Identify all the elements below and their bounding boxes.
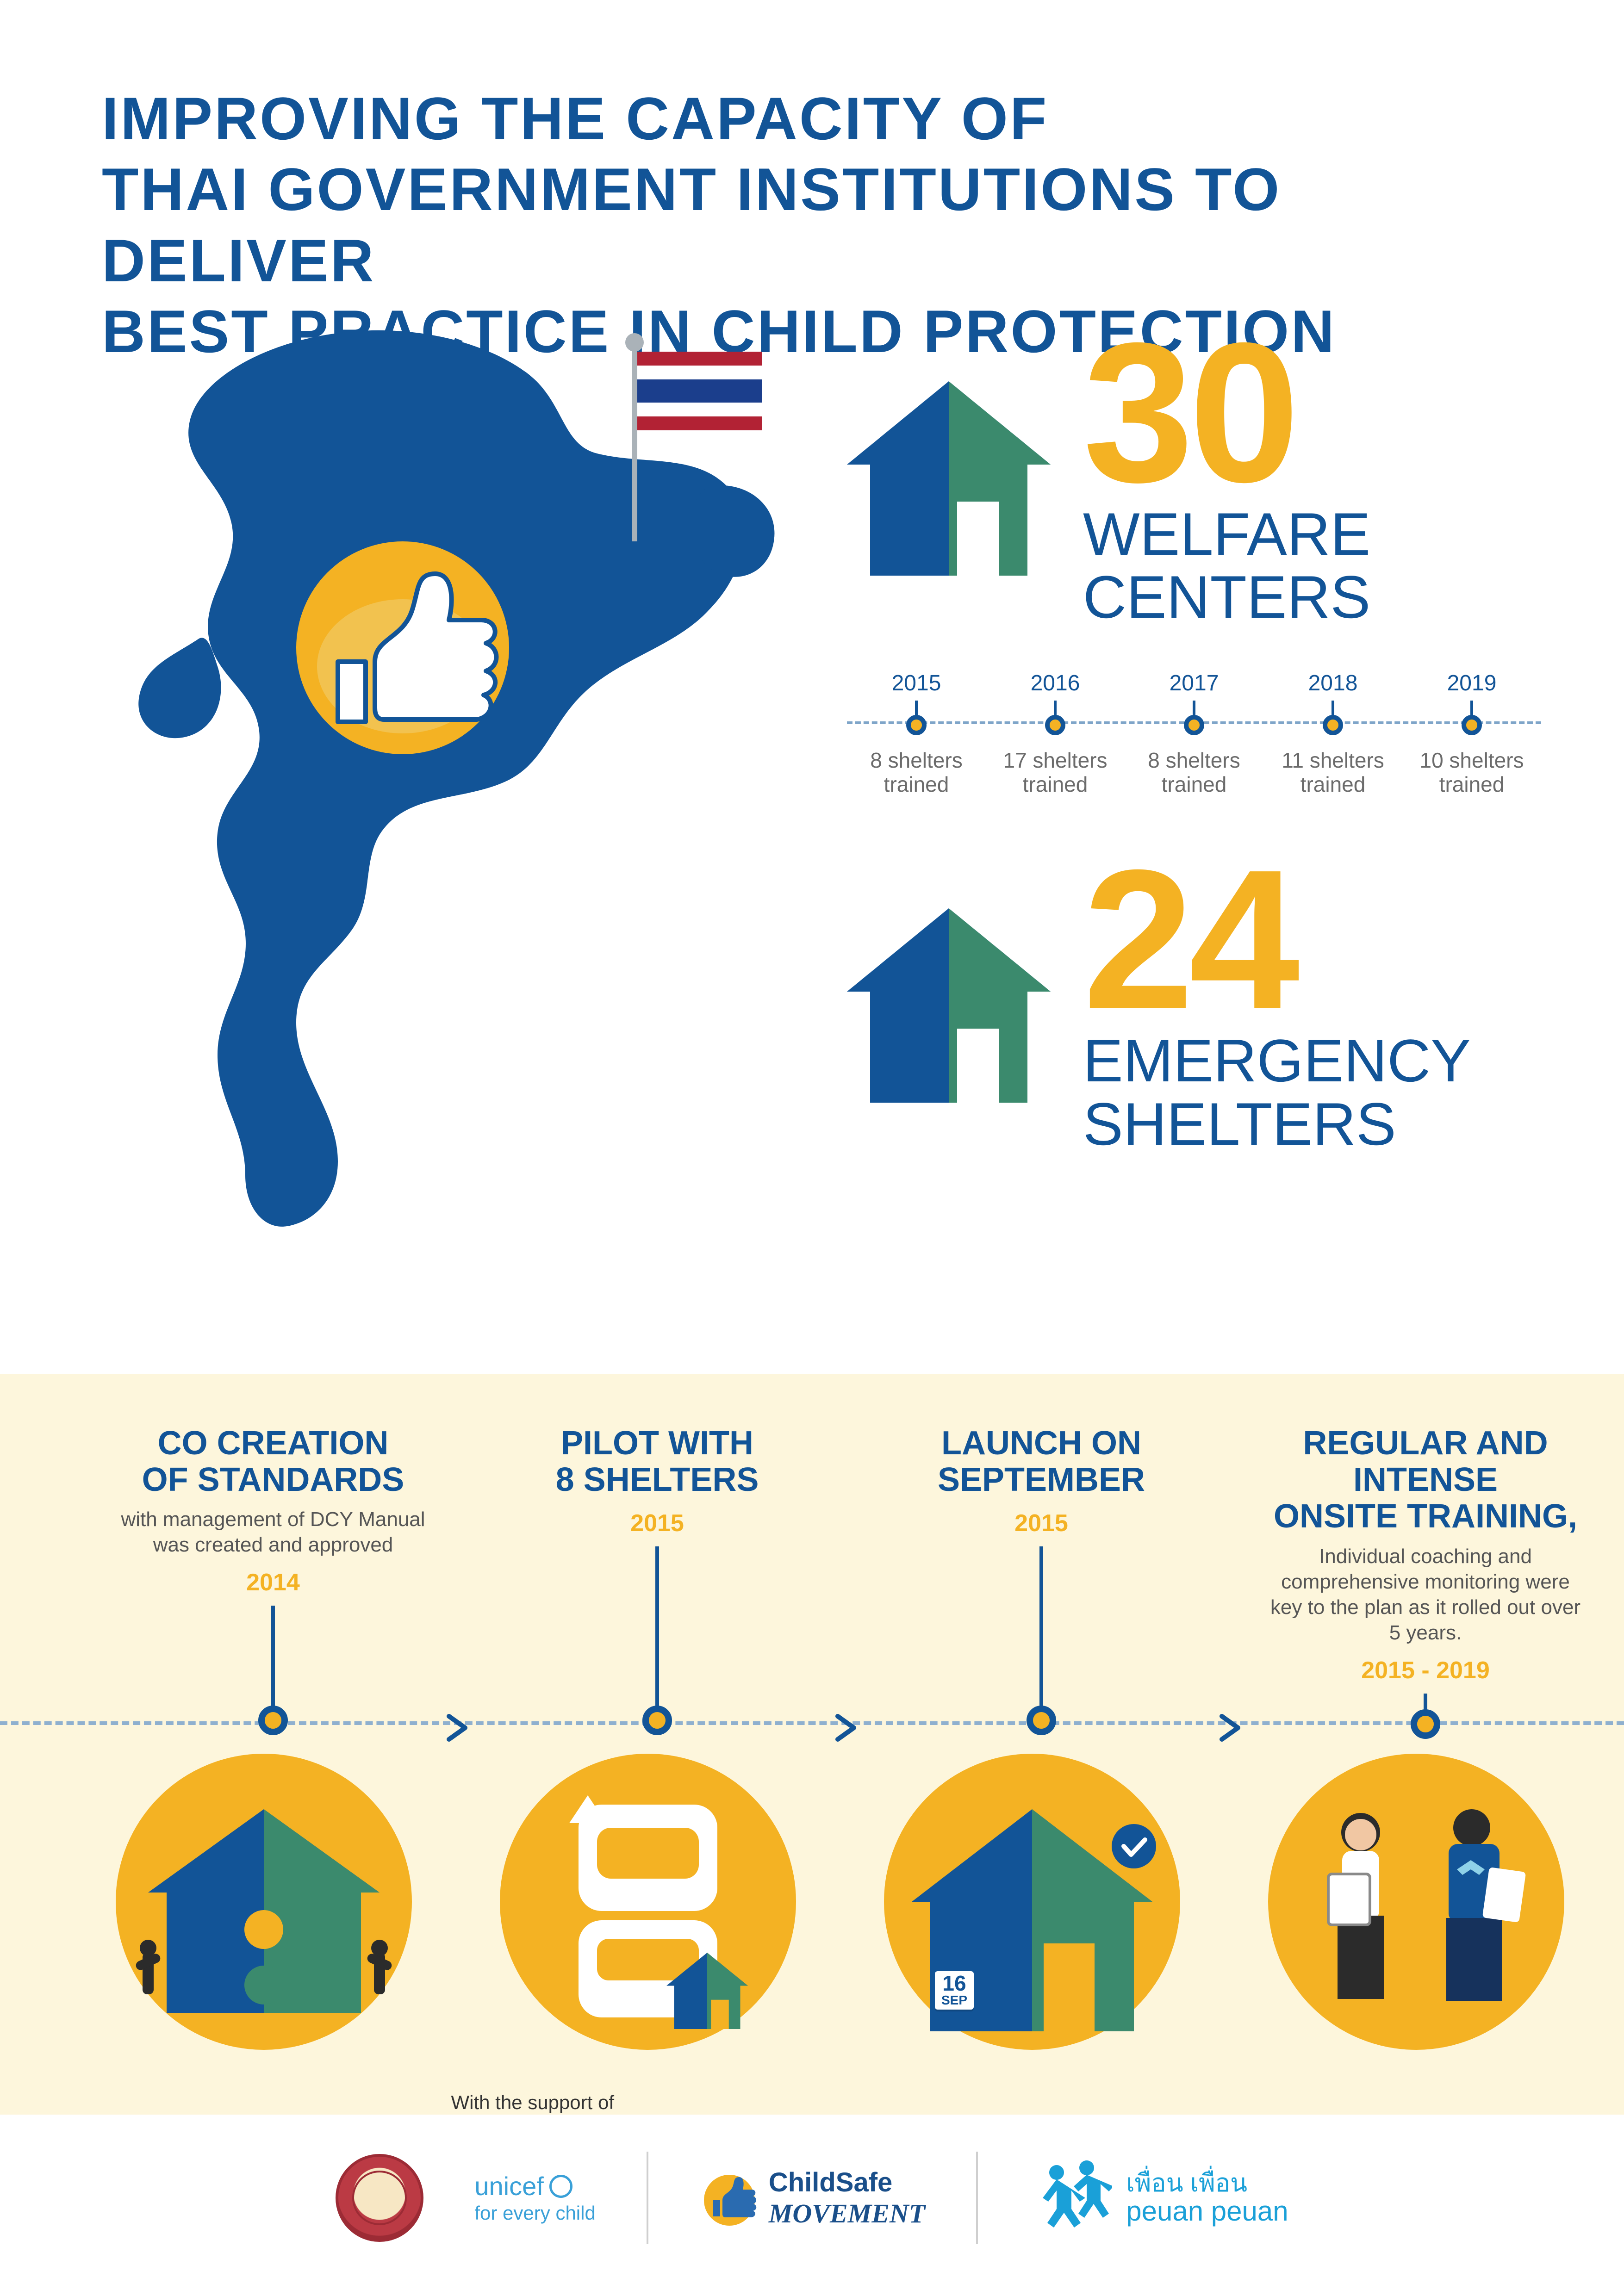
step-title: PILOT WITH8 SHELTERS xyxy=(481,1425,833,1498)
mini-year: 2018 xyxy=(1273,670,1393,696)
step-year: 2015 - 2019 xyxy=(1250,1657,1601,1684)
welfare-label-1: WELFARE xyxy=(1083,503,1370,566)
step: CO CREATIONOF STANDARDS with management o… xyxy=(97,1425,449,1735)
mini-timeline-item: 2016 17 shelterstrained xyxy=(995,670,1115,797)
house-icon xyxy=(842,904,1055,1107)
step-circle xyxy=(1268,1754,1564,2050)
footer-divider xyxy=(647,2152,648,2244)
peuan-latin: peuan peuan xyxy=(1126,2196,1288,2227)
step-title: CO CREATIONOF STANDARDS xyxy=(97,1425,449,1498)
emergency-label-2: SHELTERS xyxy=(1083,1092,1471,1156)
step-stem xyxy=(1039,1546,1043,1708)
mini-dot-icon xyxy=(1045,715,1065,735)
step-dot-icon xyxy=(1027,1706,1056,1735)
step-dot-icon xyxy=(1411,1709,1440,1739)
mini-label: 17 shelterstrained xyxy=(995,748,1115,797)
calendar-badge: 16SEP xyxy=(935,1971,974,2010)
calendar-month: SEP xyxy=(941,1993,967,2008)
step-year: 2015 xyxy=(865,1509,1217,1537)
welfare-number: 30 xyxy=(1083,329,1370,498)
step: PILOT WITH8 SHELTERS 2015 xyxy=(481,1425,833,1735)
mini-dot-icon xyxy=(1462,715,1482,735)
peuan-thai: เพื่อน เพื่อน xyxy=(1126,2170,1288,2197)
mini-year: 2016 xyxy=(995,670,1115,696)
mini-timeline-item: 2018 11 shelterstrained xyxy=(1273,670,1393,797)
unicef-logo: unicef for every child xyxy=(474,2172,595,2224)
mini-timeline-item: 2015 8 shelterstrained xyxy=(856,670,977,797)
step-stem xyxy=(271,1606,275,1708)
garuda-seal-logo xyxy=(336,2154,423,2242)
mini-dot-icon xyxy=(1323,715,1343,735)
support-text: With the support of xyxy=(451,2091,615,2114)
puzzle-house-icon xyxy=(116,1754,412,2050)
globe-icon xyxy=(549,2175,572,2198)
mini-year: 2017 xyxy=(1134,670,1254,696)
stats-column: 30 WELFARE CENTERS 2015 8 shelterstrained… xyxy=(842,329,1546,1155)
mini-label: 10 shelterstrained xyxy=(1412,748,1532,797)
house-calendar-icon xyxy=(884,1754,1180,2050)
peuan-logo: เพื่อน เพื่อน peuan peuan xyxy=(1029,2156,1288,2240)
step-title: REGULAR AND INTENSEONSITE TRAINING, xyxy=(1250,1425,1601,1535)
unicef-tagline: for every child xyxy=(474,2203,595,2224)
dancing-figures-icon xyxy=(1029,2156,1112,2240)
step-title: LAUNCH ONSEPTEMBER xyxy=(865,1425,1217,1498)
step-circle xyxy=(116,1754,412,2050)
step-subtitle: with management of DCY Manual was create… xyxy=(97,1507,449,1558)
chevron-right-icon xyxy=(444,1712,472,1740)
mini-label: 8 shelterstrained xyxy=(856,748,977,797)
welfare-label-2: CENTERS xyxy=(1083,565,1370,629)
step-dot-icon xyxy=(642,1706,672,1735)
mini-timeline-item: 2019 10 shelterstrained xyxy=(1412,670,1532,797)
chevron-right-icon xyxy=(1217,1712,1245,1740)
mini-dot-icon xyxy=(1184,715,1204,735)
stat-emergency: 24 EMERGENCY SHELTERS xyxy=(842,856,1546,1156)
step: REGULAR AND INTENSEONSITE TRAINING,Indiv… xyxy=(1250,1425,1601,1739)
emergency-number: 24 xyxy=(1083,856,1471,1025)
unicef-name: unicef xyxy=(474,2172,543,2201)
mini-dot-icon xyxy=(906,715,927,735)
step: LAUNCH ONSEPTEMBER 2015 xyxy=(865,1425,1217,1735)
childsafe-sub: MOVEMENT xyxy=(769,2198,925,2228)
mini-label: 11 shelterstrained xyxy=(1273,748,1393,797)
step-circle: 16SEP xyxy=(884,1754,1180,2050)
step-dot-icon xyxy=(258,1706,288,1735)
map-svg xyxy=(79,315,819,1240)
step-year: 2015 xyxy=(481,1509,833,1537)
step-year: 2014 xyxy=(97,1569,449,1596)
thailand-map xyxy=(79,315,819,1240)
stat-welfare: 30 WELFARE CENTERS xyxy=(842,329,1546,629)
childsafe-name: ChildSafe xyxy=(769,2167,893,2197)
emergency-label-1: EMERGENCY xyxy=(1083,1029,1471,1092)
seal-icon xyxy=(336,2154,423,2242)
title-line-1: IMPROVING THE CAPACITY OF xyxy=(102,83,1398,154)
house-icon xyxy=(842,377,1055,580)
chevron-right-icon xyxy=(833,1712,861,1740)
calendar-day: 16 xyxy=(941,1974,967,1993)
footer: With the support of unicef for every chi… xyxy=(0,2115,1624,2281)
mini-timeline-item: 2017 8 shelterstrained xyxy=(1134,670,1254,797)
step-stem xyxy=(655,1546,659,1708)
thumbs-up-icon xyxy=(699,2168,759,2228)
people-training-icon xyxy=(1268,1754,1564,2050)
mini-label: 8 shelterstrained xyxy=(1134,748,1254,797)
mini-timeline: 2015 8 shelterstrained 2016 17 shelterstrai… xyxy=(847,670,1541,800)
step-subtitle: Individual coaching and comprehensive mo… xyxy=(1250,1544,1601,1645)
mini-year: 2015 xyxy=(856,670,977,696)
childsafe-logo: ChildSafe MOVEMENT xyxy=(699,2167,925,2229)
mini-year: 2019 xyxy=(1412,670,1532,696)
footer-divider xyxy=(976,2152,978,2244)
number-8-house-icon xyxy=(500,1754,796,2050)
step-circle xyxy=(500,1754,796,2050)
title-line-2: THAI GOVERNMENT INSTITUTIONS TO DELIVER xyxy=(102,154,1398,296)
